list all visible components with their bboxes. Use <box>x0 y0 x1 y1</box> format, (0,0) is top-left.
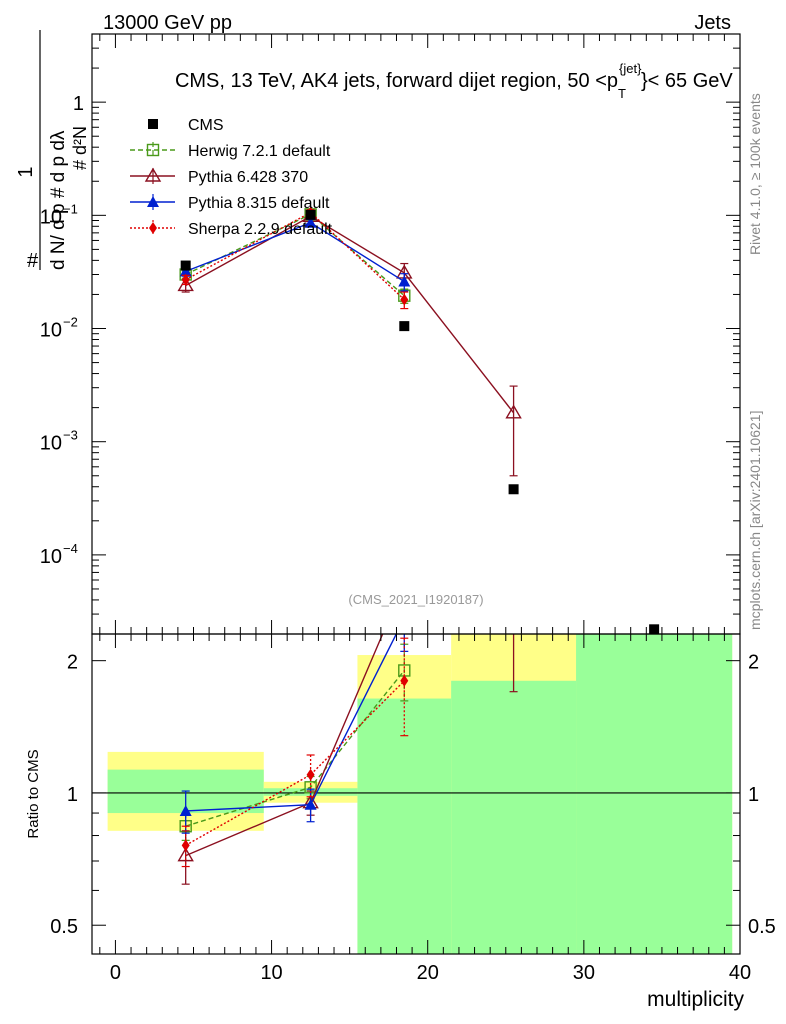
ratio-y-tick-label: 1 <box>67 784 78 806</box>
series-1 <box>177 207 522 477</box>
y-tick-label: 10 <box>40 546 62 568</box>
point <box>505 404 522 419</box>
x-tick-label: 0 <box>110 962 121 984</box>
ratio-point <box>398 612 410 623</box>
cms-data-point <box>180 260 191 271</box>
ratio-y-tick-label-right: 2 <box>748 652 759 674</box>
legend-marker <box>147 196 159 207</box>
ratio-y-axis-label: Ratio to CMS <box>25 749 42 838</box>
cms-data-point <box>305 209 316 220</box>
legend-entry-1: Herwig 7.2.1 default <box>130 142 331 160</box>
y-tick-label-exponent: −2 <box>63 315 78 330</box>
legend-entry-2: Pythia 6.428 370 <box>130 167 308 186</box>
ratio-point <box>306 768 315 781</box>
ratio-line-1 <box>185 634 384 857</box>
band-green-4 <box>576 634 733 954</box>
band-green-2 <box>357 698 452 954</box>
cms-data <box>180 209 660 634</box>
y-tick-label: 10 <box>40 433 62 455</box>
jets-label: Jets <box>694 12 731 34</box>
ratio-point <box>400 674 409 687</box>
band-green-3 <box>451 680 577 954</box>
main-y-axis-label: # 1 d N/ d p # d p dλ # d²N <box>15 30 90 272</box>
rivet-side-label: Rivet 4.1.0, ≥ 100k events <box>747 93 763 255</box>
mcplots-side-label: mcplots.cern.ch [arXiv:2401.10621] <box>747 411 763 630</box>
legend-marker <box>148 119 158 129</box>
plot-title-end: }< 65 GeV <box>641 70 733 92</box>
legend-label: Pythia 8.315 default <box>188 195 330 212</box>
ratio-y-tick-label-right: 0.5 <box>748 916 776 938</box>
cms-data-point <box>649 624 660 634</box>
x-axis-label: multiplicity <box>647 988 744 1011</box>
ratio-y-tick-label: 0.5 <box>50 916 78 938</box>
ratio-point <box>397 576 411 588</box>
energy-label: 13000 GeV pp <box>103 12 232 34</box>
cms-data-point <box>399 321 410 332</box>
point <box>181 273 190 286</box>
y-tick-label-exponent: −4 <box>63 541 78 556</box>
y-label-denominator: d N/ d p # d p dλ <box>48 130 69 270</box>
legend-entry-3: Pythia 8.315 default <box>130 194 330 212</box>
point <box>400 293 409 306</box>
ratio-point <box>181 839 190 852</box>
y-tick-label: 1 <box>73 93 84 115</box>
legend-label: Pythia 6.428 370 <box>188 169 308 186</box>
legend-entry-0: CMS <box>148 117 224 134</box>
legend: CMS Herwig 7.2.1 default Pythia 6.428 370 P… <box>130 117 333 238</box>
cms-data-point <box>508 484 519 495</box>
y-tick-label: 10 <box>40 320 62 342</box>
plot-title-sup: {jet} <box>619 61 642 76</box>
ratio-point <box>304 798 317 810</box>
legend-marker <box>144 167 162 182</box>
ratio-point <box>177 847 194 862</box>
y-tick-label-exponent: −1 <box>63 201 78 216</box>
ratio-uncertainty-bands <box>107 634 733 954</box>
ratio-y-tick-label-right: 1 <box>748 784 759 806</box>
ratio-plot-marks <box>177 576 518 885</box>
legend-entry-4: Sherpa 2.2.9 default <box>130 220 333 238</box>
x-tick-label: 10 <box>260 962 282 984</box>
x-tick-label: 40 <box>729 962 751 984</box>
plot-title-main: CMS, 13 TeV, AK4 jets, forward dijet reg… <box>175 70 618 92</box>
legend-label: Herwig 7.2.1 default <box>188 143 331 160</box>
series-line-1 <box>185 215 515 414</box>
y-tick-label: 10 <box>40 206 62 228</box>
ratio-point <box>179 804 192 816</box>
ratio-plot-frame <box>91 633 741 955</box>
y-label-numerator: # d²N <box>70 126 90 170</box>
main-plot-marks <box>177 206 660 634</box>
point <box>179 265 192 277</box>
plot-title-sub: T <box>618 86 626 101</box>
ratio-series-3 <box>181 637 409 868</box>
analysis-id-label: (CMS_2021_I1920187) <box>348 592 483 607</box>
ratio-y-tick-label: 2 <box>67 652 78 674</box>
plot-title: CMS, 13 TeV, AK4 jets, forward dijet reg… <box>175 61 733 101</box>
legend-label: CMS <box>188 117 224 134</box>
y-tick-label-exponent: −3 <box>63 428 78 443</box>
x-tick-label: 30 <box>573 962 595 984</box>
y-label-hash-1: # <box>27 250 39 272</box>
point <box>304 216 317 228</box>
point <box>398 275 411 287</box>
legend-marker <box>146 143 160 157</box>
x-tick-label: 20 <box>417 962 439 984</box>
legend-marker <box>149 222 157 234</box>
y-label-text: 1 <box>15 166 37 177</box>
legend-label: Sherpa 2.2.9 default <box>188 221 333 238</box>
